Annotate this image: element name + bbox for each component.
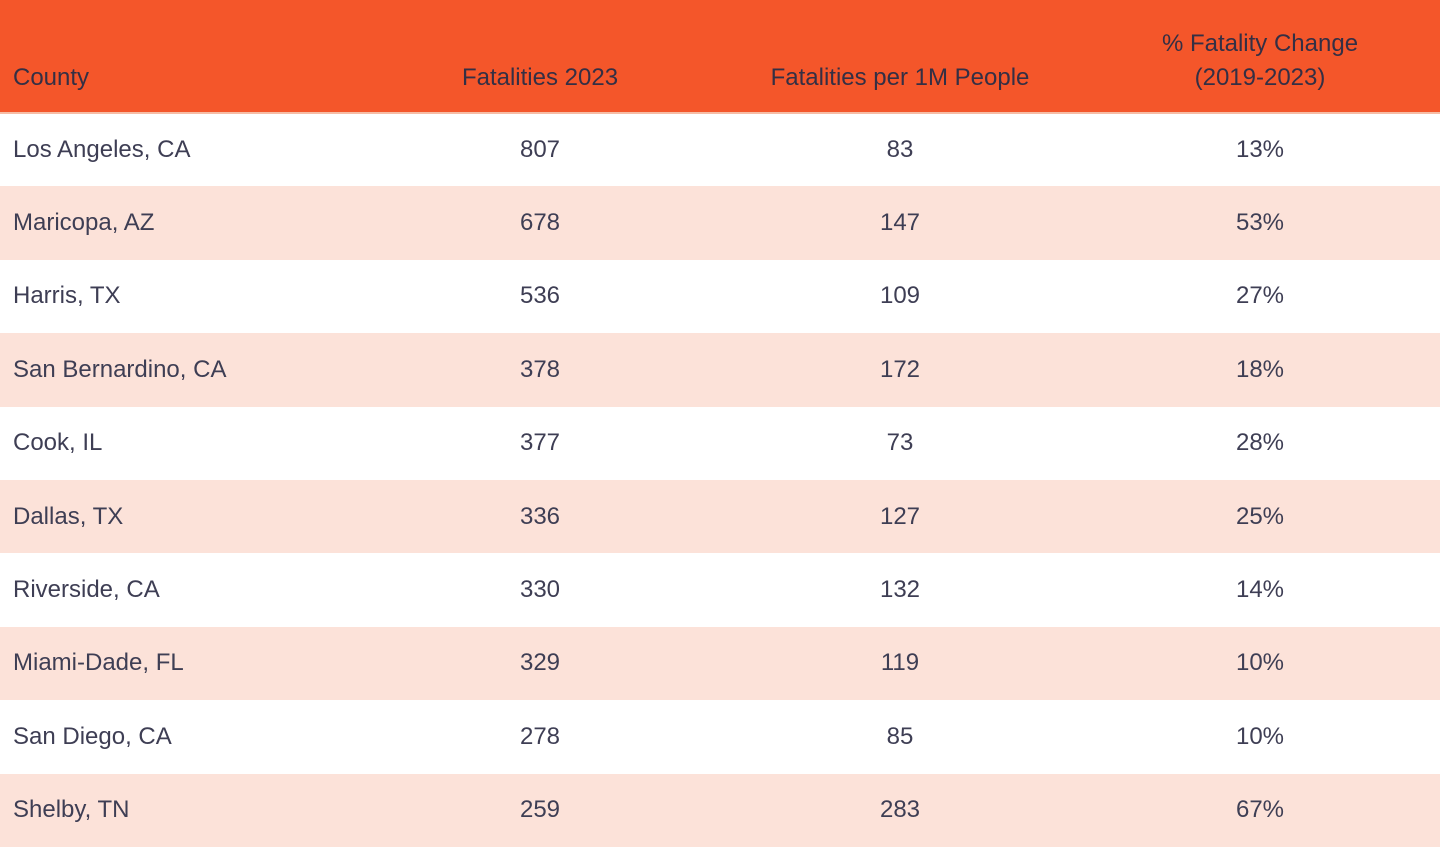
fatalities-per-1m-cell: 85 — [886, 722, 914, 750]
column-header-county: County — [0, 0, 360, 114]
table-row: Miami-Dade, FL 329 119 10% — [0, 626, 1440, 701]
pct-fatality-change-cell: 53% — [1235, 209, 1285, 237]
fatalities-2023-cell: 807 — [519, 136, 561, 164]
fatalities-2023-cell: 329 — [519, 649, 561, 677]
fatalities-2023-cell: 259 — [519, 796, 561, 824]
fatalities-per-1m-cell: 147 — [879, 209, 921, 237]
table-row: Shelby, TN 259 283 67% — [0, 773, 1440, 847]
table-row: Los Angeles, CA 807 83 13% — [0, 113, 1440, 187]
table-row: Maricopa, AZ 678 147 53% — [0, 186, 1440, 260]
table-header: County Fatalities 2023 Fatalities per 1M… — [0, 0, 1440, 114]
table-header-row: County Fatalities 2023 Fatalities per 1M… — [0, 0, 1440, 114]
county-cell: Maricopa, AZ — [13, 209, 155, 237]
county-cell: San Bernardino, CA — [13, 355, 227, 383]
column-header-fatalities-2023: Fatalities 2023 — [360, 0, 720, 114]
fatalities-per-1m-cell: 119 — [880, 649, 920, 677]
table-row: Harris, TX 536 109 27% — [0, 259, 1440, 334]
column-header-pct-fatality-change: % Fatality Change (2019-2023) — [1080, 0, 1440, 114]
column-header-pct-line2: (2019-2023) — [1194, 64, 1326, 91]
pct-fatality-change-cell: 25% — [1235, 502, 1285, 530]
fatalities-per-1m-cell: 73 — [886, 429, 914, 457]
fatalities-2023-cell: 278 — [519, 722, 561, 750]
pct-fatality-change-cell: 10% — [1235, 649, 1285, 677]
fatalities-per-1m-cell: 132 — [879, 576, 921, 604]
fatalities-per-1m-cell: 283 — [879, 796, 921, 824]
table-row: Cook, IL 377 73 28% — [0, 406, 1440, 480]
fatalities-2023-cell: 377 — [519, 429, 561, 457]
fatalities-per-1m-cell: 127 — [879, 502, 921, 530]
column-header-pct-line1: % Fatality Change — [1161, 30, 1359, 57]
county-cell: Miami-Dade, FL — [13, 649, 184, 677]
pct-fatality-change-cell: 13% — [1235, 136, 1285, 164]
table-row: San Diego, CA 278 85 10% — [0, 700, 1440, 774]
table-body: Los Angeles, CA 807 83 13% Maricopa, AZ … — [0, 113, 1440, 847]
county-cell: Los Angeles, CA — [13, 136, 191, 164]
fatalities-2023-cell: 678 — [519, 209, 561, 237]
fatalities-2023-cell: 336 — [519, 502, 561, 530]
table-row: Dallas, TX 336 127 25% — [0, 479, 1440, 554]
pct-fatality-change-cell: 67% — [1235, 796, 1285, 824]
fatalities-per-1m-cell: 109 — [879, 282, 921, 310]
fatalities-2023-cell: 330 — [519, 576, 561, 604]
county-cell: San Diego, CA — [13, 722, 172, 750]
fatalities-2023-cell: 378 — [519, 355, 561, 383]
table-row: San Bernardino, CA 378 172 18% — [0, 333, 1440, 407]
fatalities-2023-cell: 536 — [519, 282, 561, 310]
pct-fatality-change-cell: 18% — [1235, 355, 1285, 383]
table-row: Riverside, CA 330 132 14% — [0, 553, 1440, 627]
county-cell: Shelby, TN — [13, 796, 130, 824]
county-cell: Cook, IL — [13, 429, 103, 457]
pct-fatality-change-cell: 27% — [1235, 282, 1285, 310]
pct-fatality-change-cell: 28% — [1235, 429, 1285, 457]
fatalities-per-1m-cell: 172 — [879, 355, 921, 383]
pct-fatality-change-cell: 14% — [1235, 576, 1285, 604]
column-header-fatalities-per-1m: Fatalities per 1M People — [720, 0, 1080, 114]
pct-fatality-change-cell: 10% — [1235, 722, 1285, 750]
fatalities-per-1m-cell: 83 — [886, 136, 914, 164]
county-cell: Dallas, TX — [13, 502, 124, 530]
county-cell: Harris, TX — [13, 282, 121, 310]
county-cell: Riverside, CA — [13, 576, 160, 604]
